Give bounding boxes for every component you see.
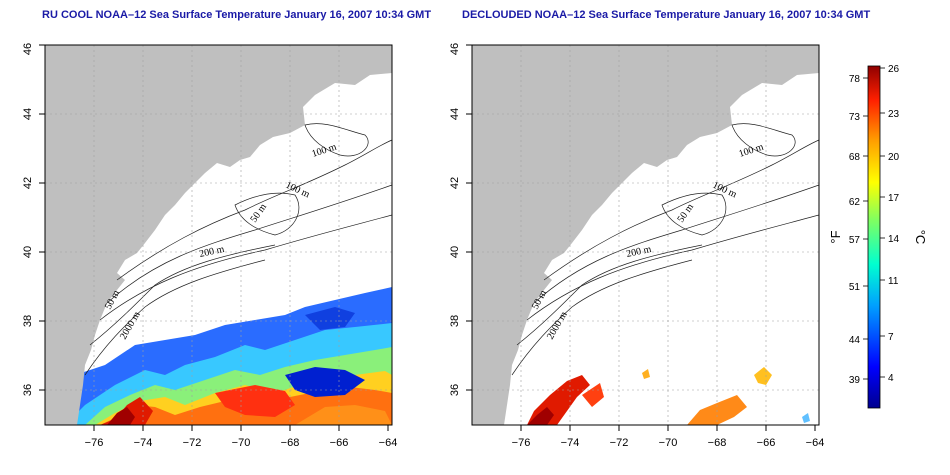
lon-tick-label: −66 [757, 437, 776, 449]
lon-axis: −76 −74 −72 −70 −68 −66 −64 [512, 425, 825, 449]
bathymetry-contours [84, 123, 393, 376]
plot-frame [471, 44, 820, 426]
celsius-tick-label: 23 [888, 109, 900, 120]
colorbar: 78 73 68 62 57 51 44 39 26 23 20 17 14 1… [828, 64, 928, 409]
lat-tick-label: 44 [22, 108, 34, 120]
lat-tick-label: 40 [449, 246, 461, 258]
land-mass [45, 45, 392, 425]
lon-tick-label: −64 [806, 437, 825, 449]
fahrenheit-tick-label: 57 [849, 235, 861, 246]
lat-tick-label: 40 [22, 246, 34, 258]
contour-label: 200 m [625, 244, 652, 260]
plot-frame [44, 44, 393, 426]
lat-tick-label: 38 [22, 315, 34, 327]
lat-tick-label: 44 [449, 108, 461, 120]
contour-label: 200 m [198, 244, 225, 260]
fahrenheit-tick-label: 39 [849, 375, 861, 386]
lon-tick-label: −76 [85, 437, 104, 449]
fahrenheit-tick-label: 78 [849, 74, 861, 85]
fahrenheit-tick-label: 68 [849, 152, 861, 163]
celsius-unit-label: °C [913, 230, 928, 245]
celsius-tick-label: 7 [888, 332, 894, 343]
lon-tick-label: −72 [610, 437, 629, 449]
panel-cloudy: RU COOL NOAA–12 Sea Surface Temperature … [22, 9, 431, 449]
celsius-tick-label: 20 [888, 152, 900, 163]
lat-axis: 36 38 40 42 44 46 [449, 43, 472, 396]
bathymetry-contours [511, 123, 820, 376]
panel-title-cloudy: RU COOL NOAA–12 Sea Surface Temperature … [42, 9, 431, 21]
lon-tick-label: −74 [134, 437, 153, 449]
lon-tick-label: −70 [659, 437, 678, 449]
lat-tick-label: 36 [449, 384, 461, 396]
lon-tick-label: −72 [183, 437, 202, 449]
lon-tick-label: −64 [379, 437, 398, 449]
lat-tick-label: 46 [22, 43, 34, 55]
fahrenheit-tick-label: 62 [849, 197, 861, 208]
lat-tick-label: 42 [449, 177, 461, 189]
lat-tick-label: 42 [22, 177, 34, 189]
lon-axis: −76 −74 −72 −70 −68 −66 −64 [85, 425, 398, 449]
land-mass [472, 45, 819, 425]
celsius-tick-label: 4 [888, 373, 894, 384]
panel-title-declouded: DECLOUDED NOAA–12 Sea Surface Temperatur… [462, 9, 870, 21]
panel-declouded: DECLOUDED NOAA–12 Sea Surface Temperatur… [449, 9, 870, 449]
celsius-tick-label: 17 [888, 193, 900, 204]
celsius-tick-label: 11 [888, 276, 899, 287]
lat-tick-label: 46 [449, 43, 461, 55]
fahrenheit-unit-label: °F [828, 230, 843, 243]
lat-axis: 36 38 40 42 44 46 [22, 43, 45, 396]
celsius-tick-label: 14 [888, 234, 900, 245]
fahrenheit-tick-label: 73 [849, 112, 861, 123]
celsius-tick-label: 26 [888, 64, 900, 75]
lon-tick-label: −70 [232, 437, 251, 449]
lat-tick-label: 38 [449, 315, 461, 327]
lon-tick-label: −66 [330, 437, 349, 449]
grid-lines [45, 45, 392, 425]
sst-field [45, 287, 392, 425]
lon-tick-label: −68 [708, 437, 727, 449]
lon-tick-label: −76 [512, 437, 531, 449]
fahrenheit-tick-label: 44 [849, 335, 861, 346]
lon-tick-label: −68 [281, 437, 300, 449]
lat-tick-label: 36 [22, 384, 34, 396]
grid-lines [472, 45, 819, 425]
fahrenheit-tick-label: 51 [849, 282, 861, 293]
colorbar-gradient [867, 65, 881, 409]
lon-tick-label: −74 [561, 437, 580, 449]
